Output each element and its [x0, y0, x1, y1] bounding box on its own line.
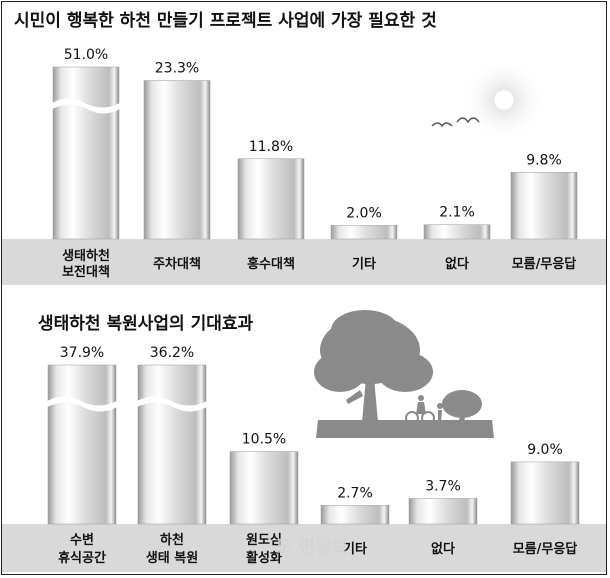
- chart-2-category-label-1-line-1: 생태 복원: [146, 551, 198, 566]
- chart-1-title: 시민이 행복한 하천 만들기 프로젝트 사업에 가장 필요한 것: [14, 11, 437, 31]
- chart-2-category-label-0-line-1: 휴식공간: [58, 550, 106, 566]
- chart-1-category-label-4: 없다: [445, 256, 469, 272]
- chart-2-category-label-5: 모름/무응답: [513, 542, 578, 557]
- chart-1-category-label-0-line-0: 생태하천: [62, 248, 110, 264]
- birds-illustration: [431, 117, 480, 128]
- chart-1-bar-5: [510, 172, 578, 240]
- chart-2-bar-5: [510, 461, 580, 525]
- chart-2-title: 생태하천 복원사업의 기대효과: [38, 314, 254, 334]
- chart-1-category-label-1: 주차대책: [153, 256, 201, 272]
- chart-2-value-label-2: 10.5%: [242, 432, 286, 448]
- chart-2-bar-0: [47, 364, 117, 525]
- chart-2-bar-1: [137, 364, 207, 525]
- chart-1-bar-2: [237, 158, 305, 240]
- chart-2-bar-4: [408, 498, 478, 525]
- chart-2-bar-3: [320, 505, 390, 525]
- chart-1-bar-4: [423, 224, 491, 240]
- chart-1-bar-1: [143, 80, 211, 240]
- chart-2-category-label-4: 없다: [431, 541, 455, 557]
- sun-illustration: [462, 58, 546, 142]
- chart-1-bar-0: [52, 66, 120, 240]
- tree-cyclist-illustration: [314, 310, 494, 438]
- chart-2-value-label-4: 3.7%: [425, 478, 461, 494]
- chart-2-bar-break-0: [47, 396, 117, 412]
- chart-2-value-label-5: 9.0%: [527, 442, 563, 458]
- chart-2-label-band: [2, 524, 606, 572]
- chart-1-category-label-5: 모름/무응답: [512, 257, 577, 272]
- chart-2-category-label-1-line-0: 하천: [160, 532, 184, 548]
- chart-1-value-label-4: 2.1%: [439, 205, 475, 221]
- chart-1-value-label-2: 11.8%: [249, 139, 293, 155]
- chart-2-category-label-0-line-0: 수변: [70, 533, 94, 548]
- chart-2-bar-break-1: [137, 396, 207, 412]
- chart-2-value-label-3: 2.7%: [337, 485, 373, 501]
- chart-2-category-label-3: 기타: [343, 541, 367, 557]
- watermark-text: 도 민일보: [276, 537, 349, 558]
- chart-1-category-label-2: 홍수대책: [247, 256, 295, 272]
- chart-2-bar-2: [229, 451, 299, 525]
- chart-1-value-label-3: 2.0%: [346, 205, 382, 221]
- chart-2-category-label-2-line-0: 원도심: [246, 532, 282, 548]
- chart-2-value-label-0: 37.9%: [60, 345, 104, 361]
- chart-1-value-label-0: 51.0%: [64, 47, 108, 63]
- chart-1-category-label-0-line-1: 보전대책: [62, 264, 110, 280]
- chart-2-category-label-2-line-1: 활성화: [246, 550, 282, 566]
- chart-2-value-label-1: 36.2%: [150, 345, 194, 361]
- chart-1: 시민이 행복한 하천 만들기 프로젝트 사업에 가장 필요한 것 51.0% 생태…: [2, 11, 606, 285]
- chart-1-value-label-1: 23.3%: [155, 61, 199, 77]
- chart-1-bar-break-0: [52, 98, 120, 114]
- chart-1-category-label-3: 기타: [352, 256, 376, 272]
- chart-1-value-label-5: 9.8%: [526, 152, 562, 168]
- chart-1-label-band: [2, 239, 606, 285]
- chart-1-bar-3: [330, 225, 398, 240]
